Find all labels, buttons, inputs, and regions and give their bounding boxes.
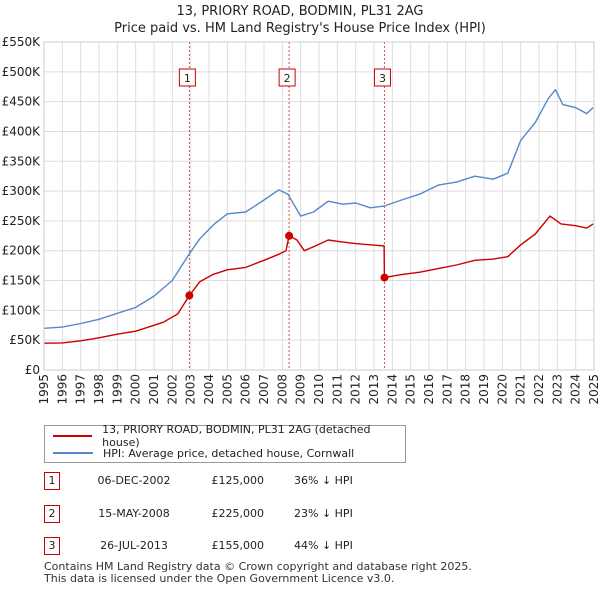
- x-tick-label: 2010: [312, 374, 326, 405]
- x-tick-label: 2024: [569, 374, 583, 405]
- sale-marker-label: 1: [178, 68, 196, 87]
- x-tick-label: 2003: [184, 374, 198, 405]
- series-layer: [43, 89, 594, 344]
- x-tick-label: 1995: [37, 374, 51, 405]
- property-price-line: [43, 215, 594, 344]
- sale-marker-box: [278, 68, 296, 87]
- table-row: 1 06-DEC-2002 £125,000 36% ↓ HPI: [44, 472, 464, 490]
- x-tick-label: 2016: [422, 374, 436, 405]
- x-tick-label: 2002: [165, 374, 179, 405]
- x-tick-label: 2019: [477, 374, 491, 405]
- y-tick-label: £250K: [2, 214, 42, 228]
- y-tick-label: £500K: [2, 65, 42, 79]
- x-tick-label: 2007: [257, 374, 271, 405]
- y-tick-label: £400K: [2, 124, 42, 138]
- sale-price: £225,000: [211, 507, 265, 520]
- legend: 13, PRIORY ROAD, BODMIN, PL31 2AG (detac…: [44, 423, 406, 463]
- x-tick-label: 2017: [440, 374, 454, 405]
- sale-marker-box: [373, 68, 391, 87]
- sale-marker-label: 3: [373, 68, 391, 87]
- sale-hpi-diff: 23% ↓ HPI: [294, 507, 353, 520]
- x-tick-label: 2013: [367, 374, 381, 405]
- sale-marker-label: 2: [278, 68, 296, 87]
- legend-item-property: 13, PRIORY ROAD, BODMIN, PL31 2AG (detac…: [53, 423, 405, 449]
- legend-swatch-hpi: [53, 452, 93, 454]
- legend-label-property: 13, PRIORY ROAD, BODMIN, PL31 2AG (detac…: [102, 423, 371, 449]
- chart-title: 13, PRIORY ROAD, BODMIN, PL31 2AG Price …: [0, 3, 600, 37]
- x-tick-label: 1997: [74, 374, 88, 405]
- plot-frame: [43, 41, 595, 371]
- sale-number-badge: 3: [44, 537, 60, 555]
- x-tick-label: 2005: [220, 374, 234, 405]
- sale-number-badge: 2: [44, 505, 60, 523]
- x-tick-label: 2018: [459, 374, 473, 405]
- x-tick-label: 2025: [587, 374, 600, 405]
- sale-point: [285, 231, 294, 240]
- y-tick-label: £200K: [2, 244, 42, 258]
- x-tick-label: 2004: [202, 374, 216, 405]
- x-tick-label: 2014: [385, 374, 399, 405]
- x-tick-label: 2022: [532, 374, 546, 405]
- sale-marker-labels: 1 2 3: [178, 68, 391, 87]
- y-tick-label: £100K: [2, 303, 42, 317]
- x-tick-label: 1996: [55, 374, 69, 405]
- hpi-line: [43, 89, 594, 329]
- sale-date: 26-JUL-2013: [100, 539, 168, 552]
- sale-price: £155,000: [211, 539, 265, 552]
- x-tick-label: 2009: [294, 374, 308, 405]
- table-row: 2 15-MAY-2008 £225,000 23% ↓ HPI: [44, 505, 464, 523]
- x-tick-label: 2021: [514, 374, 528, 405]
- y-tick-label: £350K: [2, 154, 42, 168]
- x-tick-label: 2001: [147, 374, 161, 405]
- chart-title-line1: 13, PRIORY ROAD, BODMIN, PL31 2AG: [176, 4, 424, 19]
- sale-price: £125,000: [211, 474, 265, 487]
- legend-swatch-property: [53, 435, 93, 437]
- sale-point: [380, 273, 389, 282]
- legend-item-hpi: HPI: Average price, detached house, Corn…: [53, 445, 354, 461]
- x-tick-label: 2000: [129, 374, 143, 405]
- x-tick-label: 1998: [92, 374, 106, 405]
- x-tick-label: 2020: [495, 374, 509, 405]
- x-tick-label: 2015: [404, 374, 418, 405]
- sale-point: [185, 291, 194, 300]
- sale-marker-number: 1: [184, 72, 191, 85]
- table-row: 3 26-JUL-2013 £155,000 44% ↓ HPI: [44, 537, 464, 555]
- y-tick-label: £150K: [2, 274, 42, 288]
- x-tick-label: 2011: [330, 374, 344, 405]
- footer: Contains HM Land Registry data © Crown c…: [44, 561, 472, 585]
- footer-licence: This data is licensed under the Open Gov…: [44, 572, 395, 585]
- y-tick-label: £50K: [9, 333, 41, 347]
- footer-copyright: Contains HM Land Registry data © Crown c…: [44, 560, 472, 573]
- chart-title-line2: Price paid vs. HM Land Registry's House …: [114, 21, 486, 36]
- sale-number-badge: 1: [44, 472, 60, 490]
- sale-date: 06-DEC-2002: [97, 474, 171, 487]
- sale-date: 15-MAY-2008: [98, 507, 170, 520]
- legend-label-hpi: HPI: Average price, detached house, Corn…: [103, 446, 355, 460]
- axis-layer: £0 £50K £100K £150K £200K £250K £300K £350K £400…: [2, 35, 600, 405]
- y-tick-label: £450K: [2, 95, 42, 109]
- x-tick-label: 2006: [239, 374, 253, 405]
- sale-marker-number: 3: [379, 72, 386, 85]
- x-tick-label: 2012: [349, 374, 363, 405]
- price-chart: 1 2 3 £0 £50K £100K £150K £200K £250K £300K £350K…: [2, 35, 600, 405]
- sale-hpi-diff: 36% ↓ HPI: [294, 474, 353, 487]
- x-tick-label: 1999: [110, 374, 124, 405]
- grid-layer: [43, 41, 595, 371]
- y-tick-label: £550K: [2, 35, 42, 49]
- x-tick-label: 2008: [275, 374, 289, 405]
- x-tick-label: 2023: [550, 374, 564, 405]
- sale-dots: [185, 231, 389, 300]
- sale-marker-number: 2: [284, 72, 291, 85]
- sale-marker-box: [178, 68, 196, 87]
- y-tick-label: £300K: [2, 184, 42, 198]
- y-tick-label: £0: [25, 363, 40, 377]
- sale-hpi-diff: 44% ↓ HPI: [294, 539, 353, 552]
